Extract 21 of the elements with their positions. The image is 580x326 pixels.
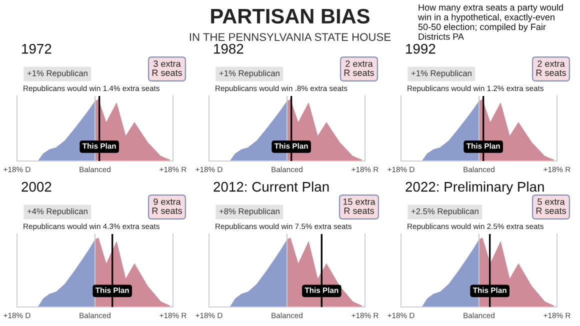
chart-title: 2022: Preliminary Plan [406, 182, 544, 194]
text: +4% Republican [27, 208, 88, 216]
text: +8% Republican [219, 208, 280, 216]
text: +1% Republican [219, 70, 280, 78]
text: 9 extra R seats [152, 198, 182, 214]
text: 5 extra R seats [536, 198, 566, 214]
text: 15 extra R seats [343, 198, 376, 214]
text: 3 extra R seats [152, 60, 182, 76]
text: +2.5% Republican [411, 208, 478, 216]
chart-title: 1972 [22, 44, 52, 54]
chart-title: 2012: Current Plan [214, 182, 329, 192]
text: How many extra seats a party would win in a hypothetical, exactly-even 50-50 election; compiled by Fair Districts PA [418, 4, 563, 40]
text: IN THE PENNSYLVANIA STATE HOUSE [190, 33, 391, 41]
text: PARTISAN BIAS [211, 8, 370, 24]
chart-title: 2002 [22, 182, 52, 192]
chart-title: 1982 [214, 44, 244, 54]
text: 2 extra R seats [344, 60, 374, 76]
text: 2 extra R seats [536, 60, 566, 76]
text: +1% Republican [27, 70, 88, 78]
text: +1% Republican [411, 70, 472, 78]
chart-title: 1992 [406, 44, 436, 54]
